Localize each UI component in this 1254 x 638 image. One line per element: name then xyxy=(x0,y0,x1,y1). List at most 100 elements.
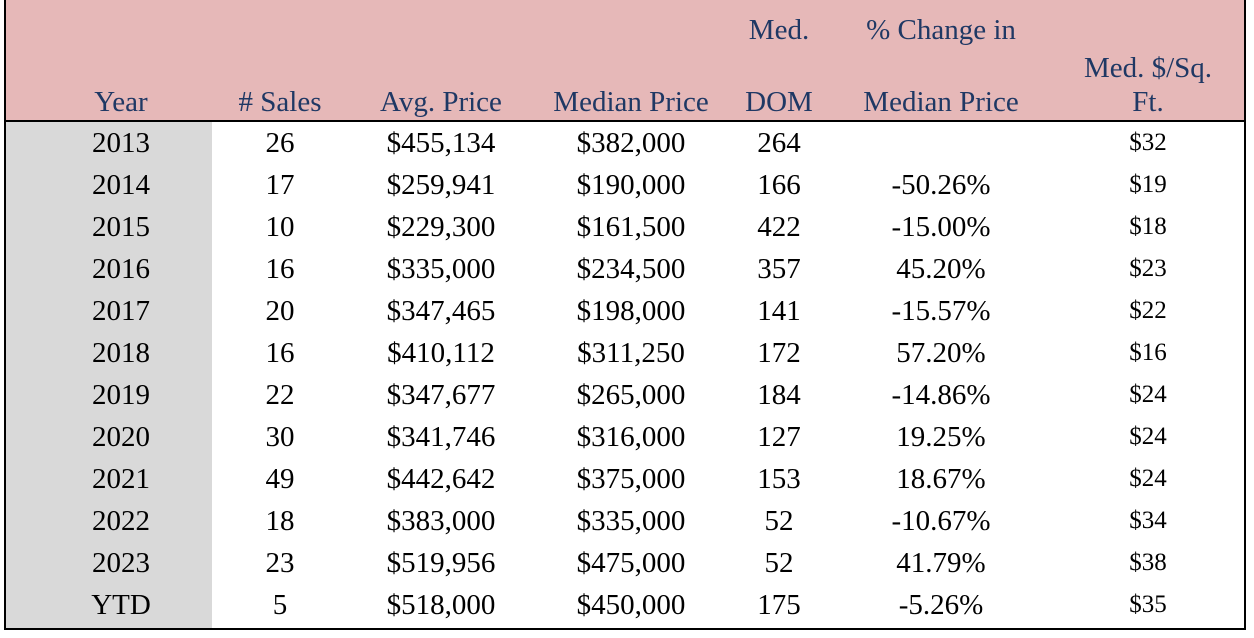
cell-sqft: $32 xyxy=(1129,129,1167,156)
cell-avg-price: $410,112 xyxy=(387,337,495,369)
table-row: 2020 30 $341,746 $316,000 127 19.25% $24 xyxy=(6,416,1244,458)
cell-sales: 10 xyxy=(265,211,295,243)
cell-change: 57.20% xyxy=(896,337,986,369)
cell-change: -5.26% xyxy=(898,589,984,621)
cell-sqft: $18 xyxy=(1129,213,1167,240)
cell-year: 2013 xyxy=(92,127,150,159)
cell-dom: 52 xyxy=(764,547,794,579)
header-change-bottom: Median Price xyxy=(863,86,1019,118)
cell-avg-price: $519,956 xyxy=(386,547,496,579)
cell-dom: 127 xyxy=(757,421,801,453)
cell-dom: 153 xyxy=(757,463,801,495)
cell-sqft: $24 xyxy=(1129,381,1167,408)
cell-avg-price: $383,000 xyxy=(386,505,496,537)
cell-sales: 20 xyxy=(265,295,295,327)
cell-sales: 30 xyxy=(265,421,295,453)
cell-sales: 18 xyxy=(265,505,295,537)
cell-year: 2019 xyxy=(92,379,150,411)
cell-change: -50.26% xyxy=(891,169,991,201)
cell-median-price: $316,000 xyxy=(576,421,686,453)
cell-dom: 141 xyxy=(757,295,801,327)
cell-median-price: $335,000 xyxy=(576,505,686,537)
cell-avg-price: $347,677 xyxy=(386,379,496,411)
cell-dom: 175 xyxy=(757,589,801,621)
cell-avg-price: $347,465 xyxy=(386,295,496,327)
cell-median-price: $382,000 xyxy=(576,127,686,159)
cell-year: 2014 xyxy=(92,169,150,201)
cell-change: 45.20% xyxy=(896,253,986,285)
cell-sales: 16 xyxy=(265,337,295,369)
table-row: 2021 49 $442,642 $375,000 153 18.67% $24 xyxy=(6,458,1244,500)
cell-dom: 184 xyxy=(757,379,801,411)
table-row: YTD 5 $518,000 $450,000 175 -5.26% $35 xyxy=(6,584,1244,626)
cell-avg-price: $229,300 xyxy=(386,211,496,243)
cell-avg-price: $335,000 xyxy=(386,253,496,285)
cell-sqft: $22 xyxy=(1129,297,1167,324)
cell-median-price: $311,250 xyxy=(577,337,685,369)
cell-avg-price: $259,941 xyxy=(386,169,496,201)
cell-year: 2020 xyxy=(92,421,150,453)
cell-sqft: $24 xyxy=(1129,423,1167,450)
cell-year: 2022 xyxy=(92,505,150,537)
table-row: 2023 23 $519,956 $475,000 52 41.79% $38 xyxy=(6,542,1244,584)
cell-sqft: $35 xyxy=(1129,591,1167,618)
table-row: 2016 16 $335,000 $234,500 357 45.20% $23 xyxy=(6,248,1244,290)
cell-sqft: $16 xyxy=(1129,339,1167,366)
table-row: 2015 10 $229,300 $161,500 422 -15.00% $18 xyxy=(6,206,1244,248)
cell-change: 41.79% xyxy=(896,547,986,579)
cell-avg-price: $455,134 xyxy=(386,127,496,159)
header-year: Year xyxy=(94,86,148,118)
cell-change: -14.86% xyxy=(891,379,991,411)
cell-median-price: $475,000 xyxy=(576,547,686,579)
cell-avg-price: $442,642 xyxy=(386,463,496,495)
cell-sales: 5 xyxy=(272,589,288,621)
cell-median-price: $450,000 xyxy=(576,589,686,621)
cell-avg-price: $518,000 xyxy=(386,589,496,621)
table-row: 2013 26 $455,134 $382,000 264 $32 xyxy=(6,122,1244,164)
cell-sales: 22 xyxy=(265,379,295,411)
header-median-price: Median Price xyxy=(553,86,709,118)
cell-change: -15.57% xyxy=(891,295,991,327)
cell-dom: 172 xyxy=(757,337,801,369)
table-row: 2017 20 $347,465 $198,000 141 -15.57% $22 xyxy=(6,290,1244,332)
cell-median-price: $234,500 xyxy=(576,253,686,285)
cell-sqft: $38 xyxy=(1129,549,1167,576)
cell-median-price: $375,000 xyxy=(576,463,686,495)
cell-year: 2016 xyxy=(92,253,150,285)
table-row: 2018 16 $410,112 $311,250 172 57.20% $16 xyxy=(6,332,1244,374)
cell-sales: 49 xyxy=(265,463,295,495)
cell-median-price: $161,500 xyxy=(576,211,686,243)
header-dom-top: Med. xyxy=(748,14,810,46)
table-row: 2019 22 $347,677 $265,000 184 -14.86% $24 xyxy=(6,374,1244,416)
header-change-top: % Change in xyxy=(866,14,1016,46)
cell-sqft: $24 xyxy=(1129,465,1167,492)
year-column-shade xyxy=(6,122,212,628)
cell-sales: 16 xyxy=(265,253,295,285)
sales-table: Year # Sales Avg. Price Median Price Med… xyxy=(4,0,1246,630)
cell-year: 2021 xyxy=(92,463,150,495)
cell-sales: 26 xyxy=(265,127,295,159)
cell-year: YTD xyxy=(91,589,151,621)
cell-change: 19.25% xyxy=(896,421,986,453)
table-row: 2022 18 $383,000 $335,000 52 -10.67% $34 xyxy=(6,500,1244,542)
cell-dom: 422 xyxy=(757,211,801,243)
header-sqft-top: Med. $/Sq. xyxy=(1083,52,1213,84)
cell-avg-price: $341,746 xyxy=(386,421,496,453)
cell-dom: 52 xyxy=(764,505,794,537)
table-row: 2014 17 $259,941 $190,000 166 -50.26% $19 xyxy=(6,164,1244,206)
header-dom-bottom: DOM xyxy=(745,86,813,118)
cell-dom: 357 xyxy=(757,253,801,285)
cell-year: 2015 xyxy=(92,211,150,243)
cell-year: 2017 xyxy=(92,295,150,327)
cell-sqft: $19 xyxy=(1129,171,1167,198)
cell-change xyxy=(846,122,1036,164)
cell-change: -10.67% xyxy=(891,505,991,537)
cell-sqft: $23 xyxy=(1129,255,1167,282)
cell-sqft: $34 xyxy=(1129,507,1167,534)
cell-median-price: $190,000 xyxy=(576,169,686,201)
table-header: Year # Sales Avg. Price Median Price Med… xyxy=(6,0,1244,122)
cell-change: 18.67% xyxy=(896,463,986,495)
header-sales: # Sales xyxy=(238,86,322,118)
cell-sales: 23 xyxy=(265,547,295,579)
cell-change: -15.00% xyxy=(891,211,991,243)
